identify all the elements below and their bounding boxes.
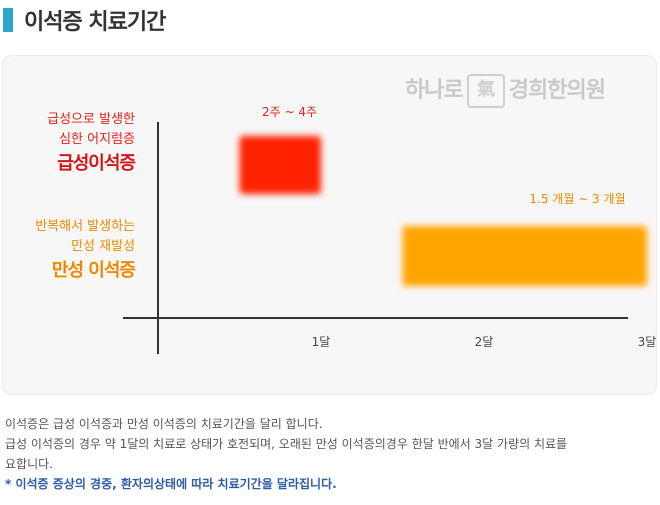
brand-seal-icon: 氣	[466, 74, 505, 108]
bar-chronic	[402, 226, 647, 286]
category-acute: 급성으로 발생한 심한 어지럼증 급성이석증	[47, 110, 136, 178]
brand-text-left: 하나로	[405, 78, 464, 103]
bar-label-chronic: 1.5 개월 ~ 3 개월	[529, 192, 625, 206]
category-chronic: 반복해서 발생하는 만성 재발성 만성 이석증	[35, 217, 136, 285]
chronic-description-line2: 만성 재발성	[71, 239, 135, 254]
brand-text-right: 경희한의원	[508, 78, 606, 103]
note-line2: 급성 이석증의 경우 약 1달의 치료로 상태가 호전되며, 오래된 만성 이석…	[5, 437, 568, 451]
x-tick-label-2: 2달	[475, 335, 494, 349]
title-marker	[3, 8, 13, 32]
title-bar: 이석증 치료기간	[0, 0, 660, 40]
chronic-description-line1: 반복해서 발생하는	[35, 219, 135, 234]
page-title: 이석증 치료기간	[24, 10, 166, 35]
chart-panel	[2, 55, 657, 395]
bar-label-acute: 2주 ~ 4주	[262, 105, 317, 119]
acute-description-line2: 심한 어지럼증	[59, 132, 135, 147]
treatment-period-chart: 1달 2달 3달 2주 ~ 4주 1.5 개월 ~ 3 개월	[123, 105, 657, 354]
bar-acute	[239, 136, 321, 194]
x-tick-label-1: 1달	[312, 335, 331, 349]
acute-category-name: 급성이석증	[57, 153, 136, 174]
chronic-category-name: 만성 이석증	[51, 260, 136, 281]
note-line1: 이석증은 급성 이석증과 만성 이석증의 치료기간을 달리 합니다.	[5, 417, 323, 431]
note-caution: * 이석증 증상의 경중, 환자의상태에 따라 치료기간을 달라집니다.	[5, 477, 337, 491]
brand-logo: 하나로 氣 경희한의원	[405, 72, 606, 108]
note-line3: 요합니다.	[5, 457, 53, 471]
acute-description-line1: 급성으로 발생한	[47, 112, 135, 127]
x-tick-label-3: 3달	[638, 335, 657, 349]
